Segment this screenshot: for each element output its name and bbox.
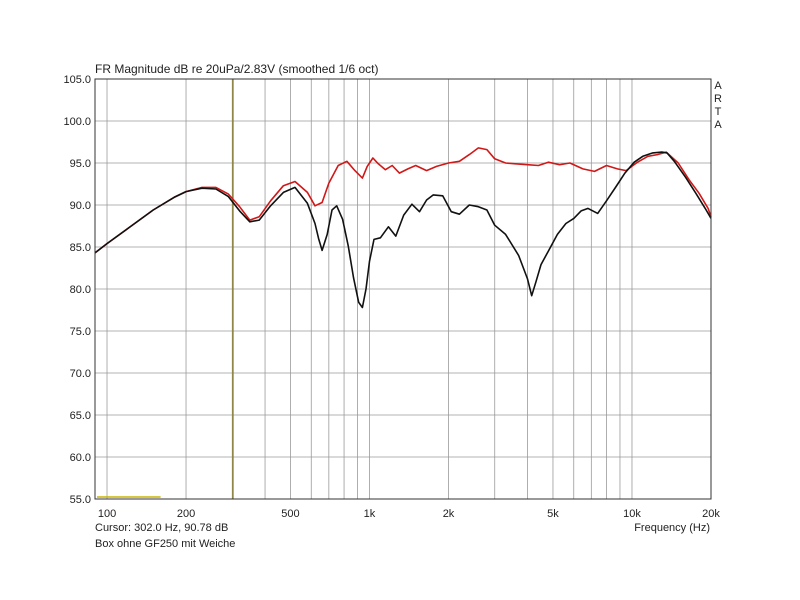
- y-tick-label: 65.0: [70, 410, 91, 422]
- y-tick-labels: 55.0 60.0 65.0 70.0 75.0 80.0 85.0 90.0 95.0 100.…: [63, 74, 91, 506]
- y-tick-label: 55.0: [70, 494, 91, 506]
- y-tick-label: 100.0: [63, 116, 91, 128]
- cursor-readout: Cursor: 302.0 Hz, 90.78 dB: [95, 522, 229, 534]
- x-tick-label: 1k: [364, 508, 376, 520]
- x-tick-label: 200: [177, 508, 195, 520]
- x-tick-label: 500: [281, 508, 299, 520]
- x-tick-label: 100: [98, 508, 116, 520]
- arta-letter: A: [714, 119, 722, 131]
- chart-subtitle: Box ohne GF250 mit Weiche: [95, 538, 236, 550]
- series-group: [94, 147, 712, 309]
- y-tick-label: 105.0: [63, 74, 91, 86]
- y-tick-label: 75.0: [70, 326, 91, 338]
- x-axis-label: Frequency (Hz): [634, 522, 710, 534]
- x-tick-label: 5k: [547, 508, 559, 520]
- y-tick-label: 95.0: [70, 158, 91, 170]
- y-tick-label: 85.0: [70, 242, 91, 254]
- chart-title: FR Magnitude dB re 20uPa/2.83V (smoothed…: [95, 62, 379, 76]
- arta-letter: R: [714, 93, 722, 105]
- x-tick-label: 10k: [623, 508, 641, 520]
- x-tick-labels: 100 200 500 1k 2k 5k 10k 20k: [98, 508, 721, 520]
- x-tick-label: 20k: [702, 508, 720, 520]
- y-tick-label: 80.0: [70, 284, 91, 296]
- arta-letter: A: [714, 80, 722, 92]
- x-tick-label: 2k: [443, 508, 455, 520]
- plot-frame: [94, 78, 712, 500]
- series-line-1: [94, 147, 712, 254]
- y-tick-label: 70.0: [70, 368, 91, 380]
- series-line-2: [94, 151, 712, 309]
- y-tick-label: 60.0: [70, 452, 91, 464]
- y-tick-label: 90.0: [70, 200, 91, 212]
- arta-letter: T: [714, 106, 722, 118]
